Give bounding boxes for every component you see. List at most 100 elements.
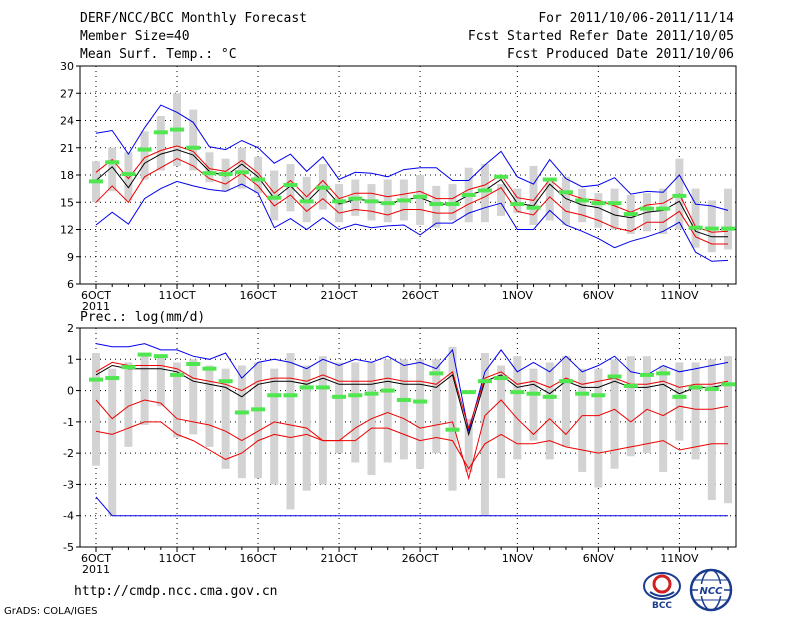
- precipitation-ytick-label: -2: [63, 447, 74, 460]
- precipitation-range-box: [432, 359, 441, 454]
- temperature-mean-mark: [202, 171, 217, 176]
- precipitation-mean-mark: [575, 391, 590, 396]
- precipitation-range-box: [480, 353, 489, 516]
- precipitation-mean-mark: [688, 385, 703, 390]
- precipitation-ytick-label: 2: [67, 322, 74, 335]
- precipitation-mean-mark: [299, 385, 314, 390]
- precipitation-line-upper: [95, 361, 729, 430]
- precipitation-range-box: [205, 365, 214, 447]
- temperature-range-box: [594, 193, 603, 228]
- precipitation-mean-mark: [639, 372, 654, 377]
- precipitation-range-box: [642, 356, 651, 454]
- precipitation-mean-mark: [380, 388, 395, 393]
- precipitation-range-box: [399, 359, 408, 460]
- produced-date: Fcst Produced Date 2011/10/06: [507, 47, 734, 62]
- precipitation-ytick-label: -4: [63, 510, 74, 523]
- precipitation-xtick-label: 11NOV: [660, 552, 699, 565]
- temperature-mean-mark: [623, 212, 638, 217]
- temperature-mean-mark: [251, 177, 266, 182]
- temperature-mean-mark: [607, 201, 622, 206]
- temperature-xtick-label: 11NOV: [660, 289, 699, 302]
- temperature-range-box: [108, 147, 117, 192]
- precipitation-range-box: [108, 368, 117, 516]
- precipitation-mean-mark: [591, 393, 606, 398]
- precipitation-mean-mark: [186, 361, 201, 366]
- temperature-line-max: [95, 104, 729, 211]
- temperature-mean-mark: [542, 177, 557, 182]
- temperature-range-box: [205, 152, 214, 183]
- temperature-range-box: [691, 188, 700, 248]
- precipitation-range-box: [351, 362, 360, 463]
- temperature-range-box: [659, 188, 668, 235]
- temperature-ytick-label: 27: [60, 87, 74, 100]
- temperature-xtick-label: 21OCT: [321, 289, 358, 302]
- precipitation-line-max: [95, 343, 729, 432]
- precipitation-year-label: 2011: [82, 563, 110, 576]
- precipitation-range-box: [724, 356, 732, 504]
- temperature-ytick-label: 6: [67, 278, 74, 291]
- temperature-mean-mark: [121, 172, 136, 177]
- temperature-mean-mark: [494, 174, 509, 179]
- precipitation-ytick-label: 0: [67, 385, 74, 398]
- temperature-ytick-label: 30: [60, 60, 74, 73]
- temperature-mean-mark: [461, 192, 476, 197]
- temperature-mean-mark: [332, 199, 347, 204]
- precipitation-mean-mark: [558, 379, 573, 384]
- precipitation-mean-mark: [477, 379, 492, 384]
- temperature-mean-mark: [153, 130, 168, 135]
- refer-date: Fcst Started Refer Date 2011/10/05: [467, 29, 734, 44]
- temperature-xtick-label: 6NOV: [583, 289, 615, 302]
- variable-label: Mean Surf. Temp.: °C: [80, 47, 237, 62]
- precipitation-range-box: [173, 362, 182, 438]
- precipitation-mean-mark: [656, 371, 671, 376]
- precipitation-range-box: [626, 356, 635, 457]
- precipitation-mean-mark: [704, 387, 719, 392]
- source-url[interactable]: http://cmdp.ncc.cma.gov.cn: [74, 584, 278, 599]
- ncc-logo-text: NCC: [699, 586, 723, 597]
- temperature-xtick-label: 1NOV: [502, 289, 534, 302]
- temperature-mean-mark: [526, 205, 541, 210]
- precipitation-line-lower2: [95, 421, 728, 470]
- precipitation-xtick-label: 11OCT: [158, 552, 195, 565]
- precipitation-range-box: [691, 362, 700, 460]
- precipitation-range-box: [92, 353, 100, 466]
- temperature-mean-mark: [186, 145, 201, 150]
- precipitation-mean-mark: [542, 394, 557, 399]
- forecast-period: For 2011/10/06-2011/11/14: [538, 11, 734, 26]
- temperature-range-box: [545, 182, 554, 221]
- precipitation-range-box: [270, 368, 279, 485]
- temperature-range-box: [383, 179, 392, 223]
- temperature-range-box: [432, 185, 441, 228]
- temperature-mean-mark: [477, 188, 492, 193]
- temperature-ytick-label: 18: [60, 169, 74, 182]
- precipitation-line-median: [95, 364, 729, 437]
- precipitation-range-box: [237, 365, 246, 479]
- temperature-xtick-label: 16OCT: [240, 289, 277, 302]
- precipitation-xtick-label: 6OCT: [81, 552, 111, 565]
- precipitation-mean-mark: [267, 393, 282, 398]
- temperature-range-box: [254, 156, 263, 194]
- precipitation-mean-mark: [89, 377, 103, 382]
- precipitation-mean-mark: [396, 397, 411, 402]
- precipitation-range-box: [707, 359, 716, 501]
- temperature-mean-mark: [89, 179, 103, 184]
- temperature-range-box: [124, 152, 133, 201]
- temperature-mean-mark: [721, 226, 735, 231]
- precipitation-mean-mark: [526, 391, 541, 396]
- precipitation-range-box: [254, 362, 263, 479]
- temperature-mean-mark: [510, 202, 525, 207]
- precipitation-range-box: [448, 346, 457, 491]
- precipitation-mean-mark: [315, 385, 330, 390]
- precipitation-mean-mark: [623, 383, 638, 388]
- precipitation-ytick-label: 1: [67, 353, 74, 366]
- temperature-ytick-label: 12: [60, 224, 74, 237]
- temperature-line-min: [95, 180, 729, 262]
- precipitation-range-box: [189, 359, 198, 435]
- ncc-logo: NCC: [688, 568, 734, 612]
- temperature-mean-mark: [575, 198, 590, 203]
- precipitation-range-box: [335, 362, 344, 454]
- temperature-mean-mark: [348, 196, 363, 201]
- temperature-mean-mark: [299, 199, 314, 204]
- precipitation-mean-mark: [105, 376, 120, 381]
